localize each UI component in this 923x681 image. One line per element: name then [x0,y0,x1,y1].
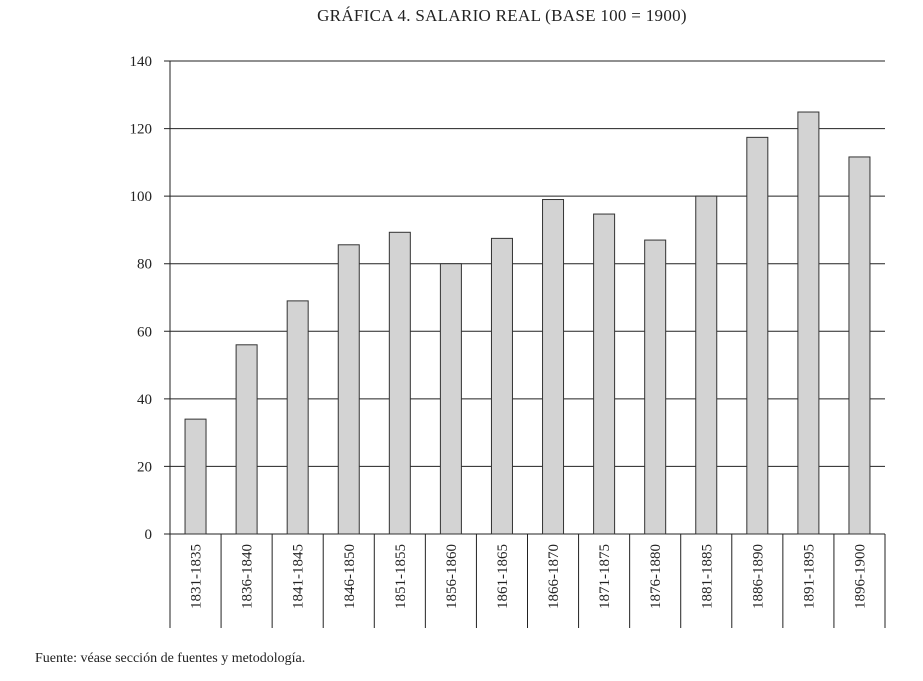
x-tick-label: 1866-1870 [546,544,562,609]
x-tick-label: 1886-1890 [750,544,766,609]
y-tick-label: 100 [130,189,153,205]
x-tick-label: 1861-1865 [495,544,511,609]
bar [848,156,871,535]
bar [235,344,258,535]
bar [490,237,513,535]
bar [593,213,616,535]
y-tick-label: 40 [137,392,152,408]
y-tick-label: 120 [130,122,153,138]
bar [746,136,769,535]
y-tick-label: 20 [137,459,152,475]
chart-title: GRÁFICA 4. SALARIO REAL (BASE 100 = 1900… [317,6,687,25]
x-tick-label: 1881-1885 [699,544,715,609]
bar [184,418,207,535]
x-tick-label: 1891-1895 [801,544,817,609]
bar [797,111,820,535]
bar [286,300,309,535]
bar [542,199,565,535]
x-tick-label: 1856-1860 [444,544,460,609]
x-tick-label: 1871-1875 [597,544,613,609]
x-tick-label: 1841-1845 [291,544,307,609]
bar [439,263,462,535]
y-tick-label: 140 [130,54,153,70]
y-tick-label: 60 [137,324,152,340]
y-tick-label: 80 [137,257,152,273]
x-tick-label: 1851-1855 [393,544,409,609]
bar [337,244,360,535]
y-tick-label: 0 [145,527,153,543]
source-note: Fuente: véase sección de fuentes y metod… [35,651,306,666]
x-tick-label: 1831-1835 [189,544,205,609]
x-tick-label: 1836-1840 [240,544,256,609]
bar [644,239,667,535]
x-tick-label: 1896-1900 [852,544,868,609]
x-tick-label: 1876-1880 [648,544,664,609]
bar [695,195,718,535]
x-tick-label: 1846-1850 [342,544,358,609]
bar [388,231,411,535]
